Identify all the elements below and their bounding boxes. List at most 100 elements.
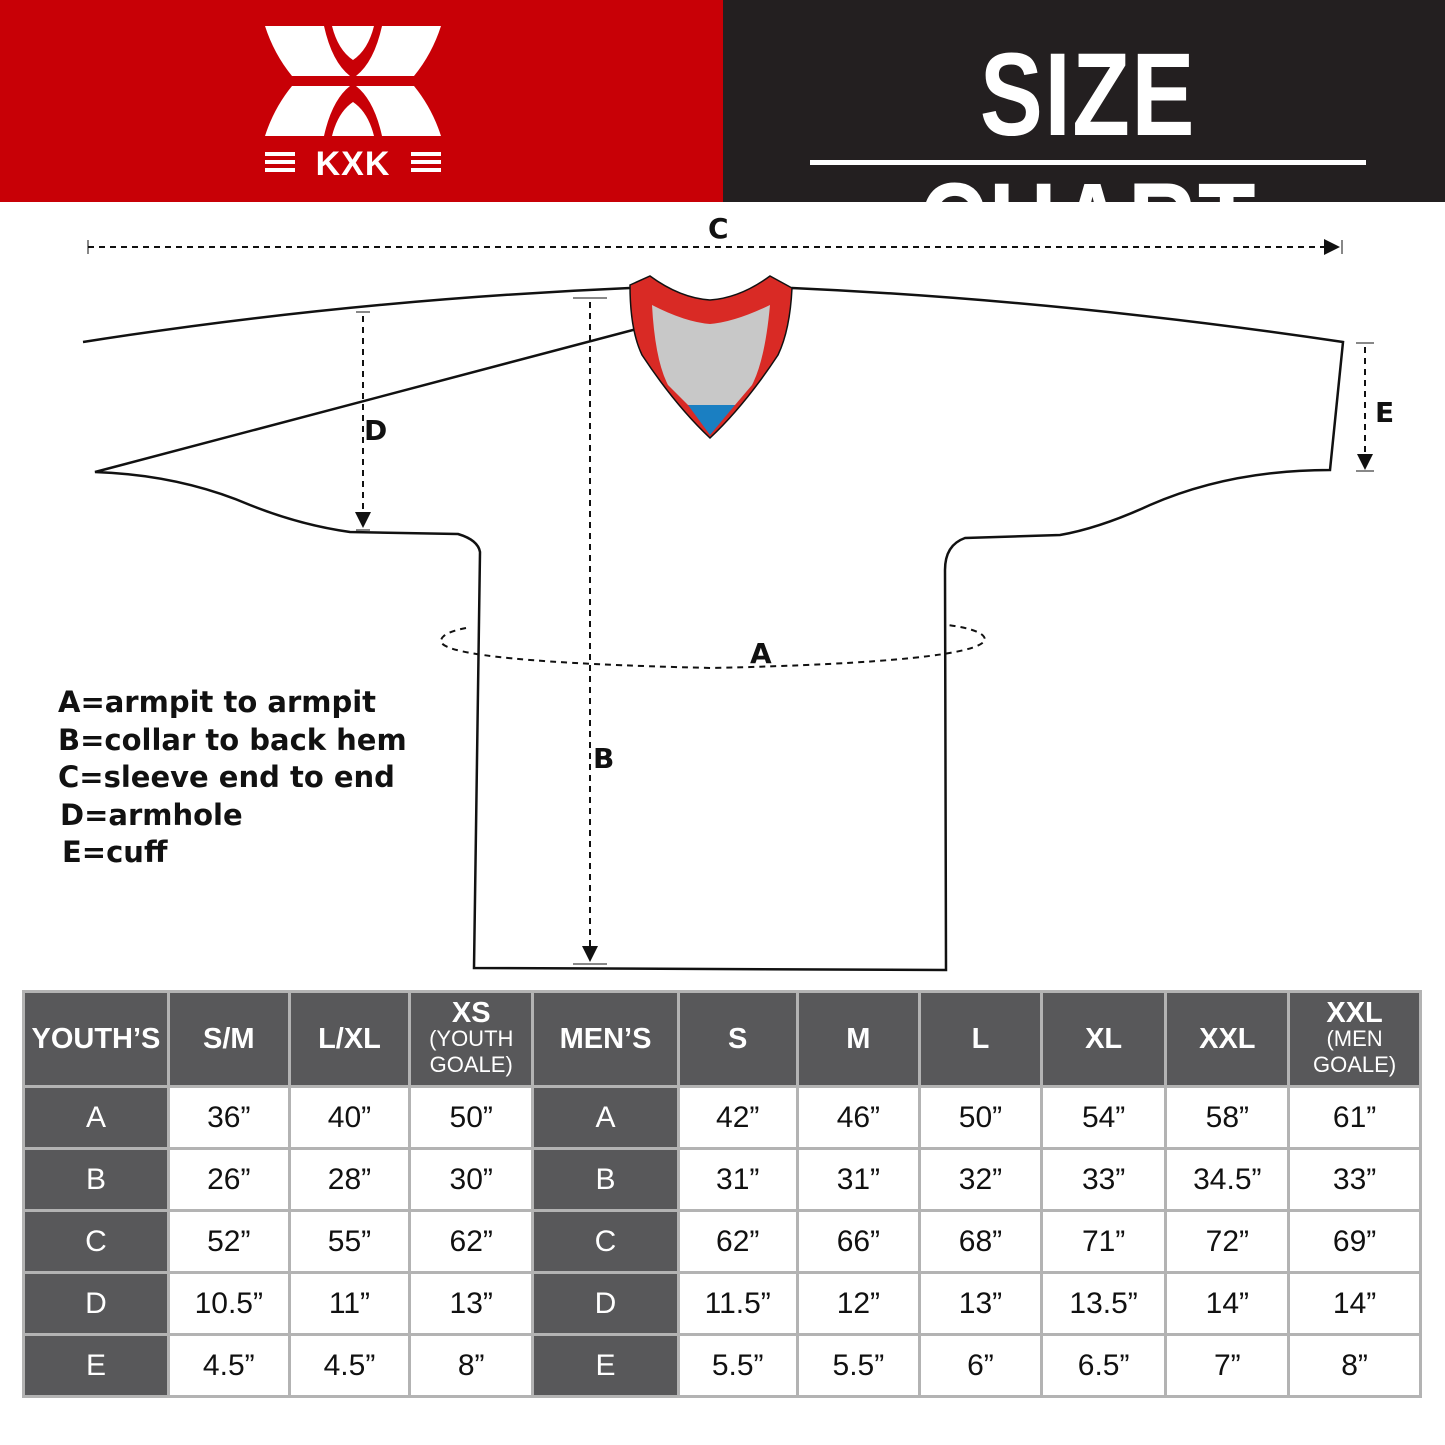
measurement-cell: 4.5” bbox=[287, 1333, 412, 1398]
row-label-cell: B bbox=[531, 1147, 680, 1212]
measurement-cell: 8” bbox=[408, 1333, 535, 1398]
column-header-label: MEN’S bbox=[559, 1023, 652, 1055]
measurement-cell: 46” bbox=[795, 1085, 922, 1150]
jersey-outline bbox=[82, 286, 1345, 972]
measurement-cell: 33” bbox=[1039, 1147, 1168, 1212]
table-header-row: YOUTH’S S/M L/XL XS (YOUTH GOALE) MEN’S S M L XL X… bbox=[22, 990, 1422, 1088]
measurement-cell: 31” bbox=[795, 1147, 922, 1212]
measurement-cell: 42” bbox=[676, 1085, 799, 1150]
kxk-logo: KXK bbox=[265, 26, 441, 179]
table-row: A 36” 40” 50” A 42” 46” 50” 54” 58” 61” bbox=[22, 1085, 1422, 1150]
measurement-cell: 34.5” bbox=[1164, 1147, 1291, 1212]
measurement-cell: 5.5” bbox=[795, 1333, 922, 1398]
row-label-cell: D bbox=[22, 1271, 170, 1336]
column-header-label: S bbox=[728, 1023, 748, 1055]
svg-text:KXK: KXK bbox=[316, 145, 391, 179]
measurement-cell: 6.5” bbox=[1039, 1333, 1168, 1398]
legend-item: A=armpit to armpit bbox=[58, 685, 377, 719]
label-a: A bbox=[750, 637, 772, 670]
column-header: L bbox=[918, 990, 1043, 1088]
column-header: XXL bbox=[1164, 990, 1291, 1088]
column-header-label: L bbox=[971, 1023, 990, 1055]
table-row: C 52” 55” 62” C 62” 66” 68” 71” 72” 69” bbox=[22, 1209, 1422, 1274]
measurement-cell: 8” bbox=[1287, 1333, 1422, 1398]
measurement-cell: 68” bbox=[918, 1209, 1043, 1274]
measurement-cell: 14” bbox=[1164, 1271, 1291, 1336]
column-header: XL bbox=[1039, 990, 1168, 1088]
measurement-cell: 61” bbox=[1287, 1085, 1422, 1150]
measurement-cell: 28” bbox=[287, 1147, 412, 1212]
column-header-label: S/M bbox=[203, 1023, 255, 1055]
column-header-label: XXL bbox=[1199, 1023, 1256, 1055]
label-d: D bbox=[364, 414, 387, 447]
legend-item: E=cuff bbox=[62, 835, 168, 869]
column-header: MEN’S bbox=[531, 990, 680, 1088]
row-label-cell: E bbox=[22, 1333, 170, 1398]
table-row: D 10.5” 11” 13” D 11.5” 12” 13” 13.5” 14” 14” bbox=[22, 1271, 1422, 1336]
row-label-cell: B bbox=[22, 1147, 170, 1212]
size-table: YOUTH’S S/M L/XL XS (YOUTH GOALE) MEN’S S M L XL X… bbox=[22, 990, 1422, 1398]
table-row: B 26” 28” 30” B 31” 31” 32” 33” 34.5” 33” bbox=[22, 1147, 1422, 1212]
measurement-cell: 12” bbox=[795, 1271, 922, 1336]
label-e: E bbox=[1375, 396, 1394, 429]
measurement-cell: 31” bbox=[676, 1147, 799, 1212]
measurement-cell: 7” bbox=[1164, 1333, 1291, 1398]
measurement-cell: 69” bbox=[1287, 1209, 1422, 1274]
measurement-cell: 33” bbox=[1287, 1147, 1422, 1212]
column-header: M bbox=[795, 990, 922, 1088]
page-title: SIZE CHART bbox=[918, 29, 1258, 291]
header-title-panel bbox=[723, 0, 1445, 202]
jersey-diagram: C D B E A bbox=[82, 212, 1394, 972]
column-header-sublabel: (YOUTH GOALE) bbox=[429, 1026, 514, 1077]
measurement-cell: 72” bbox=[1164, 1209, 1291, 1274]
column-header: XXL (MEN GOALE) bbox=[1287, 990, 1422, 1088]
measurement-cell: 55” bbox=[287, 1209, 412, 1274]
column-header: S/M bbox=[166, 990, 291, 1088]
measurement-cell: 58” bbox=[1164, 1085, 1291, 1150]
measurement-cell: 11” bbox=[287, 1271, 412, 1336]
row-label-cell: A bbox=[22, 1085, 170, 1150]
column-header-label: L/XL bbox=[318, 1023, 381, 1055]
row-label-cell: D bbox=[531, 1271, 680, 1336]
column-header-sublabel: (MEN GOALE) bbox=[1313, 1026, 1397, 1077]
column-header-label: XL bbox=[1085, 1023, 1123, 1055]
measurement-cell: 71” bbox=[1039, 1209, 1168, 1274]
row-label-cell: A bbox=[531, 1085, 680, 1150]
label-b: B bbox=[593, 742, 614, 775]
measurement-cell: 62” bbox=[408, 1209, 535, 1274]
measurement-cell: 5.5” bbox=[676, 1333, 799, 1398]
measurement-cell: 14” bbox=[1287, 1271, 1422, 1336]
measurement-cell: 50” bbox=[408, 1085, 535, 1150]
measurement-cell: 32” bbox=[918, 1147, 1043, 1212]
column-header-label: YOUTH’S bbox=[31, 1023, 161, 1055]
title-underline bbox=[810, 160, 1366, 165]
legend-item: C=sleeve end to end bbox=[58, 760, 395, 794]
measurement-cell: 36” bbox=[166, 1085, 291, 1150]
measurement-cell: 54” bbox=[1039, 1085, 1168, 1150]
measurement-cell: 30” bbox=[408, 1147, 535, 1212]
measurement-cell: 11.5” bbox=[676, 1271, 799, 1336]
measurement-cell: 13.5” bbox=[1039, 1271, 1168, 1336]
collar-inner bbox=[652, 305, 770, 405]
measurement-cell: 10.5” bbox=[166, 1271, 291, 1336]
measurement-cell: 4.5” bbox=[166, 1333, 291, 1398]
label-c: C bbox=[708, 212, 729, 245]
measurement-cell: 6” bbox=[918, 1333, 1043, 1398]
measurement-cell: 13” bbox=[918, 1271, 1043, 1336]
column-header-label: XS bbox=[451, 997, 491, 1029]
column-header: YOUTH’S bbox=[22, 990, 170, 1088]
row-label-cell: C bbox=[22, 1209, 170, 1274]
measurement-cell: 13” bbox=[408, 1271, 535, 1336]
legend-item: B=collar to back hem bbox=[58, 722, 407, 757]
row-label-cell: C bbox=[531, 1209, 680, 1274]
column-header: S bbox=[676, 990, 799, 1088]
measurement-cell: 52” bbox=[166, 1209, 291, 1274]
measurement-cell: 26” bbox=[166, 1147, 291, 1212]
legend-item: D=armhole bbox=[60, 797, 243, 832]
measurement-cell: 50” bbox=[918, 1085, 1043, 1150]
column-header: L/XL bbox=[287, 990, 412, 1088]
collar-tip bbox=[688, 405, 735, 435]
row-label-cell: E bbox=[531, 1333, 680, 1398]
measurement-cell: 40” bbox=[287, 1085, 412, 1150]
measurement-legend: A=armpit to armpit B=collar to back hem … bbox=[58, 684, 407, 872]
